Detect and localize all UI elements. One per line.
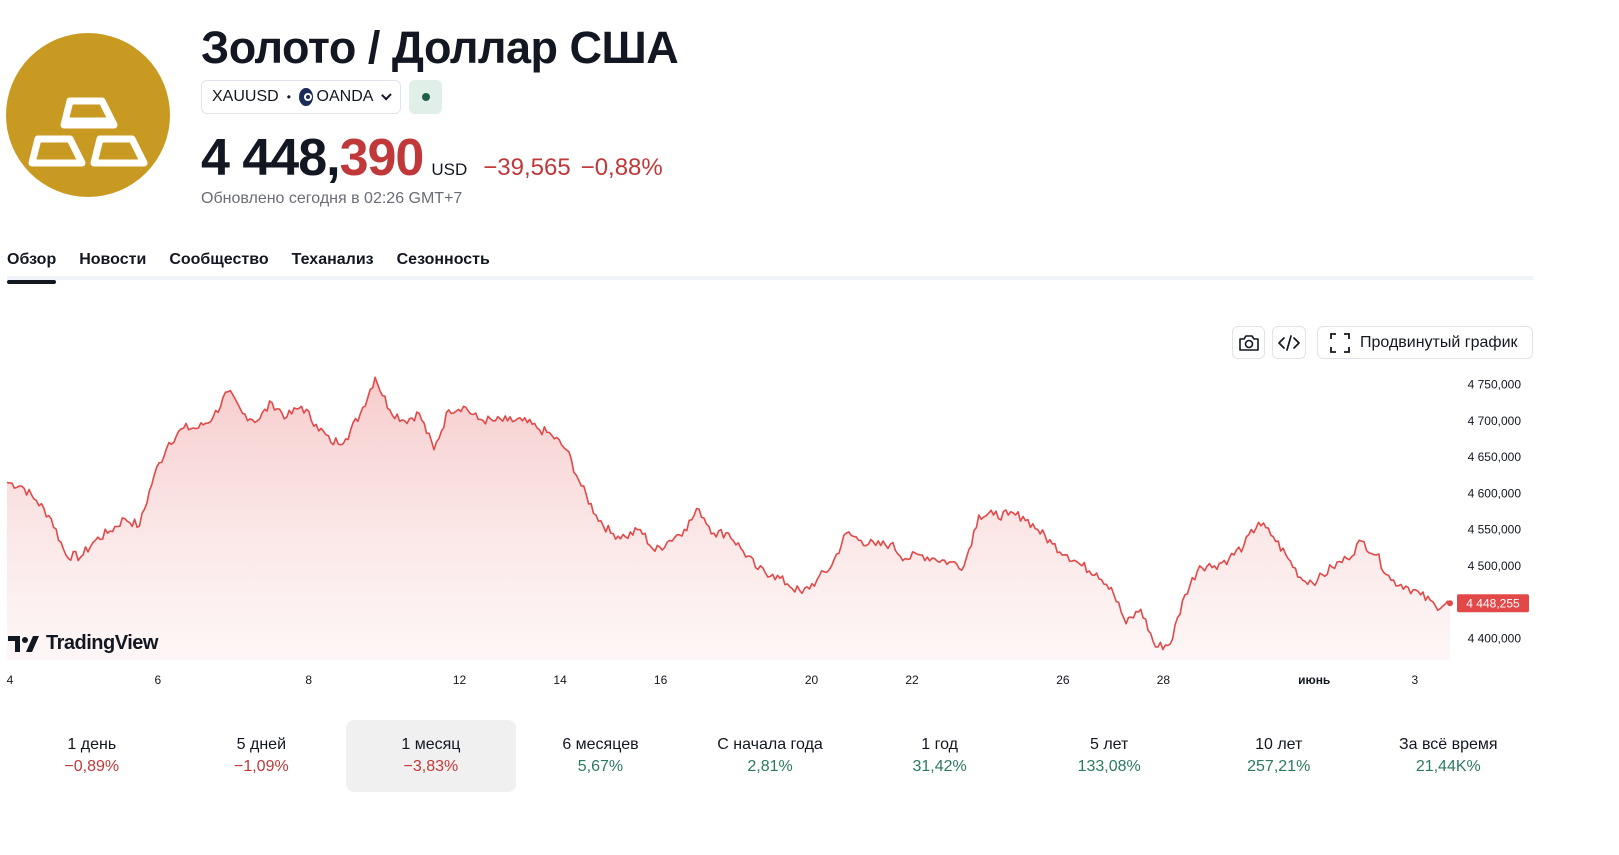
- y-tick-label: 4 550,000: [1468, 523, 1522, 537]
- market-status-badge[interactable]: [409, 80, 442, 114]
- period-item[interactable]: За всё время 21,44K%: [1364, 720, 1534, 792]
- x-tick-label: 28: [1157, 673, 1171, 687]
- period-label: 1 день: [67, 736, 117, 753]
- period-item[interactable]: С начала года 2,81%: [685, 720, 855, 792]
- period-label: 1 месяц: [401, 736, 461, 753]
- advanced-chart-label: Продвинутый график: [1360, 333, 1518, 351]
- x-tick-label: 22: [905, 673, 919, 687]
- camera-icon: [1238, 334, 1259, 351]
- price-fraction: 390: [339, 129, 425, 187]
- fullscreen-icon: [1330, 332, 1350, 353]
- advanced-chart-button[interactable]: Продвинутый график: [1317, 326, 1533, 359]
- period-item[interactable]: 10 лет 257,21%: [1194, 720, 1364, 792]
- chart-area-fill: [7, 377, 1450, 660]
- period-value: 21,44K%: [1415, 758, 1481, 775]
- page-title: Золото / Доллар США: [201, 22, 679, 73]
- period-label: С начала года: [717, 736, 823, 753]
- period-value: 31,42%: [912, 758, 967, 775]
- snapshot-button[interactable]: [1232, 326, 1265, 359]
- period-label: 1 год: [921, 736, 958, 753]
- tab-community[interactable]: Сообщество: [169, 251, 269, 268]
- last-value-badge: [1457, 594, 1529, 613]
- chevron-down-icon: [381, 89, 392, 101]
- tab-overview[interactable]: Обзор: [7, 250, 57, 284]
- period-item[interactable]: 1 месяц −3,83%: [346, 720, 516, 792]
- price-change-abs: −39,565: [483, 154, 571, 181]
- last-value-group: 4 448,255: [1447, 594, 1529, 613]
- y-tick-label: 4 500,000: [1468, 559, 1522, 573]
- y-tick-label: 4 600,000: [1468, 486, 1522, 500]
- tradingview-wordmark: TradingView: [46, 632, 158, 654]
- tradingview-icon: [8, 635, 39, 652]
- tab-technicals[interactable]: Теханализ: [291, 251, 374, 268]
- x-tick-label: 20: [805, 673, 819, 687]
- period-value: 2,81%: [747, 758, 793, 775]
- exchange-label: OANDA: [316, 88, 374, 105]
- price-chart[interactable]: 4 750,000 4 700,000 4 650,000 4 600,000 4 55…: [0, 370, 1619, 700]
- x-tick-label: 6: [154, 673, 161, 687]
- period-label: 5 лет: [1089, 736, 1129, 753]
- oanda-icon: [298, 88, 313, 106]
- tradingview-logo[interactable]: TradingView: [8, 632, 158, 655]
- x-tick-label: 16: [654, 673, 668, 687]
- tab-bar: Обзор Новости Сообщество Теханализ Сезон…: [7, 250, 1533, 284]
- period-label: 10 лет: [1255, 736, 1303, 753]
- period-label: За всё время: [1398, 736, 1498, 753]
- symbol-selector[interactable]: XAUUSD • OANDA: [201, 80, 401, 114]
- period-label: 6 месяцев: [562, 736, 639, 753]
- period-value: 133,08%: [1077, 758, 1141, 775]
- y-tick-label: 4 400,000: [1468, 631, 1522, 645]
- price-change-pct: −0,88%: [580, 154, 663, 181]
- x-tick-label: 14: [553, 673, 567, 687]
- tab-news[interactable]: Новости: [79, 251, 147, 268]
- period-item[interactable]: 6 месяцев 5,67%: [516, 720, 686, 792]
- last-value-label: 4 448,255: [1466, 596, 1520, 610]
- period-value: −3,83%: [403, 758, 459, 775]
- period-item[interactable]: 1 год 31,42%: [855, 720, 1025, 792]
- period-value: 5,67%: [577, 758, 624, 775]
- code-icon: [1278, 334, 1300, 351]
- gold-logo: [6, 33, 170, 197]
- embed-button[interactable]: [1272, 326, 1306, 359]
- separator-dot: •: [286, 90, 291, 104]
- period-item[interactable]: 5 дней −1,09%: [177, 720, 347, 792]
- last-value-dot: [1447, 600, 1453, 607]
- chart-line: [6, 376, 1451, 651]
- y-axis: 4 750,000 4 700,000 4 650,000 4 600,000 4 55…: [1468, 378, 1522, 646]
- x-tick-label: 12: [453, 673, 467, 687]
- price-main: 4 448,: [201, 129, 341, 187]
- x-tick-label: 8: [305, 673, 312, 687]
- live-dot-icon: [421, 93, 430, 101]
- period-item[interactable]: 5 лет 133,08%: [1024, 720, 1194, 792]
- x-tick-label: 4: [7, 673, 14, 687]
- period-item[interactable]: 1 день −0,89%: [7, 720, 177, 792]
- y-tick-label: 4 750,000: [1468, 378, 1522, 392]
- period-value: 257,21%: [1247, 758, 1311, 775]
- x-tick-label: 26: [1056, 673, 1070, 687]
- period-label: 5 дней: [236, 736, 287, 753]
- y-tick-label: 4 650,000: [1468, 450, 1522, 464]
- price-row: 4 448, 390 USD −39,565 −0,88%: [201, 128, 663, 188]
- period-value: −1,09%: [233, 758, 289, 775]
- y-tick-label: 4 700,000: [1468, 414, 1522, 428]
- x-tick-label: 3: [1411, 673, 1418, 687]
- gold-bars-icon: [28, 97, 148, 167]
- tab-seasonality[interactable]: Сезонность: [396, 251, 490, 268]
- x-axis: 4 6 8 12 14 16 20 22 26 28 июнь 3: [7, 673, 1419, 687]
- updated-time: Обновлено сегодня в 02:26 GMT+7: [201, 190, 463, 207]
- symbol-label: XAUUSD: [212, 88, 279, 105]
- price-currency: USD: [431, 160, 468, 179]
- performance-periods: 1 день −0,89% 5 дней −1,09% 1 месяц −3,83% 6 м…: [7, 720, 1533, 792]
- x-tick-label: июнь: [1298, 673, 1330, 687]
- period-value: −0,89%: [64, 758, 120, 775]
